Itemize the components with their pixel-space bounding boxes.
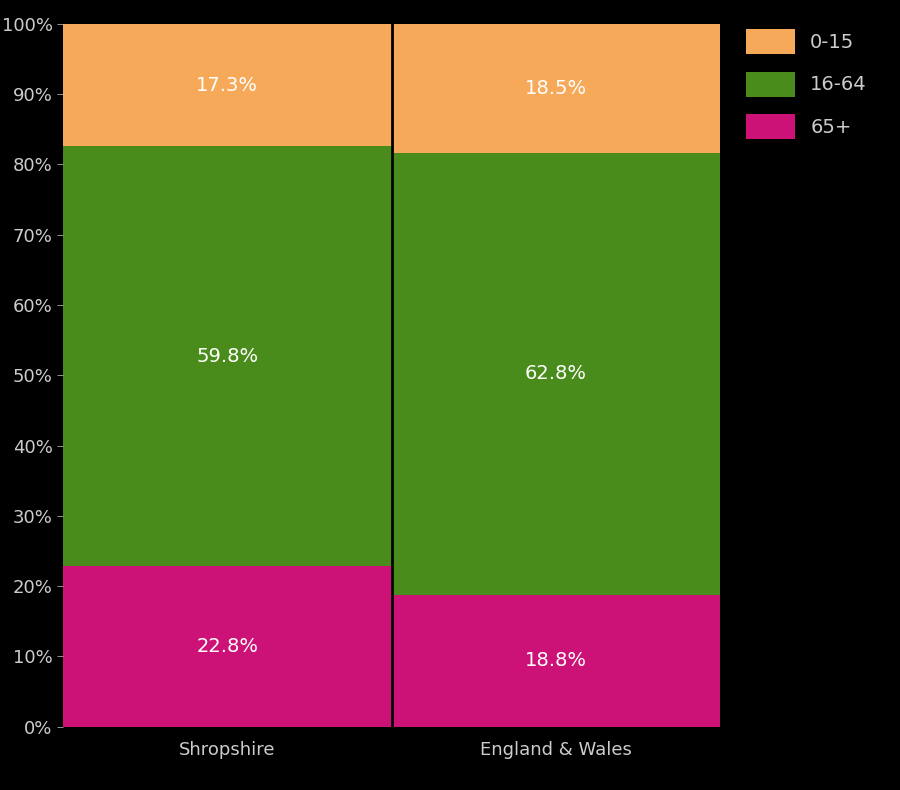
Text: 18.8%: 18.8% (525, 651, 587, 670)
Bar (63, 24, 392, 146)
Bar (392, 595, 720, 727)
Bar (63, 566, 392, 727)
Text: 17.3%: 17.3% (196, 76, 258, 95)
Text: 62.8%: 62.8% (525, 364, 587, 383)
Bar (392, 23, 720, 153)
Bar (63, 146, 392, 566)
Bar (392, 153, 720, 595)
Legend: 0-15, 16-64, 65+: 0-15, 16-64, 65+ (736, 20, 877, 149)
Text: 18.5%: 18.5% (525, 78, 587, 97)
Text: 22.8%: 22.8% (196, 638, 258, 656)
Text: 59.8%: 59.8% (196, 347, 258, 366)
